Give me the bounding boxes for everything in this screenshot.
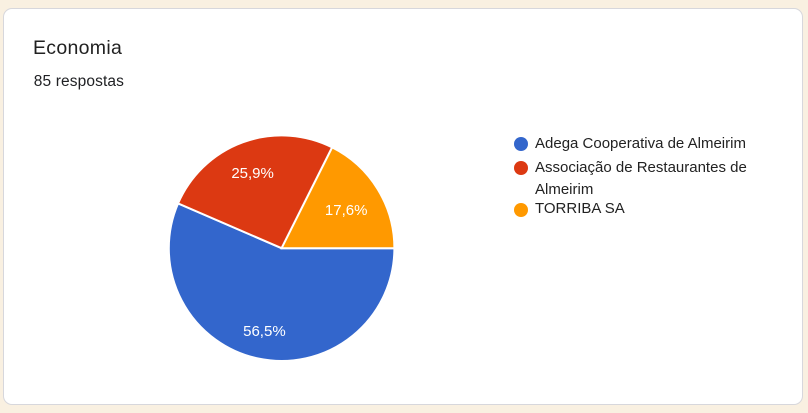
svg-text:56,5%: 56,5% [243,323,286,340]
svg-text:25,9%: 25,9% [231,165,274,182]
svg-text:17,6%: 17,6% [325,202,368,219]
